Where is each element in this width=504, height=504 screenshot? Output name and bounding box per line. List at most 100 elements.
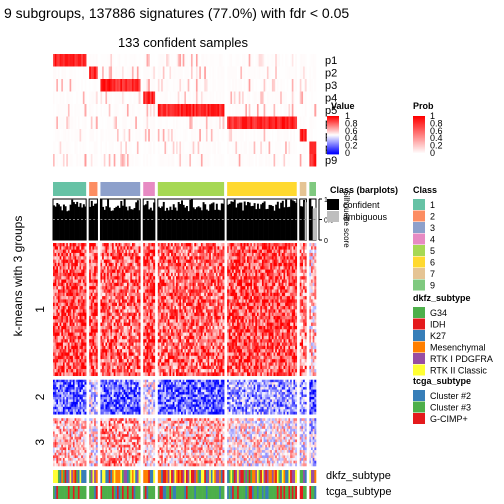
heatmap-cell [94, 269, 97, 274]
heatmap-cell [253, 266, 256, 270]
prob-cell [214, 91, 217, 104]
heatmap-cell [82, 276, 85, 280]
heatmap-cell [219, 246, 222, 250]
prob-cell [258, 79, 261, 92]
prob-cell [153, 154, 156, 167]
heatmap-cell [61, 289, 64, 294]
heatmap-cell [204, 319, 207, 323]
prob-cell [207, 154, 210, 167]
prob-cell [174, 116, 177, 129]
heatmap-cell [237, 312, 240, 317]
heatmap-cell [232, 299, 235, 304]
prob-cell [184, 66, 187, 79]
heatmap-cell [89, 319, 92, 323]
prob-cell [187, 54, 190, 67]
prob-cell [311, 104, 313, 117]
heatmap-cell [56, 246, 59, 250]
heatmap-cell [271, 243, 274, 247]
heatmap-cell [253, 286, 256, 290]
prob-cell [212, 54, 215, 67]
heatmap-cell [136, 246, 139, 250]
heatmap-cell [92, 302, 95, 307]
prob-cell [92, 116, 95, 129]
heatmap-cell [136, 296, 139, 300]
heatmap-cell [128, 276, 131, 280]
heatmap-cell [228, 243, 231, 247]
silhouette-bar [207, 210, 210, 240]
heatmap-cell [131, 279, 134, 284]
heatmap-cell [159, 282, 162, 287]
heatmap-cell [69, 319, 72, 323]
prob-cell [190, 116, 193, 129]
heatmap-cell [159, 259, 162, 264]
prob-cell [89, 129, 92, 142]
heatmap-cell [293, 315, 296, 320]
heatmap-cell [136, 272, 139, 277]
heatmap-cell [304, 296, 307, 300]
heatmap-cell [161, 319, 164, 323]
heatmap-cell [220, 302, 223, 307]
prob-cell [128, 54, 131, 67]
heatmap-cell [115, 266, 118, 270]
heatmap-cell [56, 312, 59, 317]
prob-cell [105, 79, 108, 92]
prob-cell [250, 91, 253, 104]
heatmap-cell [186, 279, 188, 284]
silhouette-bar [251, 205, 254, 240]
heatmap-cell [247, 243, 249, 247]
prob-cell [276, 154, 279, 167]
heatmap-cell [151, 266, 154, 270]
heatmap-cell [227, 315, 230, 320]
prob-cell [222, 54, 225, 67]
heatmap-cell [117, 296, 119, 300]
heatmap-cell [164, 312, 167, 317]
heatmap-cell [276, 246, 279, 250]
heatmap-cell [291, 312, 294, 317]
heatmap-cell [219, 276, 222, 280]
heatmap-cell [309, 286, 312, 290]
heatmap-cell [184, 319, 187, 323]
heatmap-cell [128, 279, 131, 284]
heatmap-cell [181, 319, 183, 323]
heatmap-cell [186, 306, 188, 310]
heatmap-cell [121, 266, 124, 270]
prob-cell [133, 54, 136, 67]
heatmap-cell [190, 276, 193, 280]
prob-cell [64, 141, 67, 154]
heatmap-cell [79, 292, 82, 297]
heatmap-cell [276, 299, 279, 304]
heatmap-cell [89, 252, 92, 257]
prob-cell [261, 66, 264, 79]
prob-cell [301, 129, 304, 142]
prob-cell [291, 91, 294, 104]
heatmap-cell [189, 249, 192, 254]
prob-cell [131, 141, 134, 154]
prob-cell [250, 79, 253, 92]
heatmap-cell [117, 279, 119, 284]
silhouette-bar [177, 202, 180, 240]
heatmap-cell [84, 289, 87, 294]
heatmap-cell [167, 292, 170, 297]
prob-cell [92, 66, 95, 79]
heatmap-cell [57, 296, 60, 300]
prob-cell [222, 116, 225, 129]
heatmap-cell [64, 262, 67, 267]
heatmap-cell [187, 292, 190, 297]
heatmap-cell [92, 259, 95, 264]
heatmap-cell [256, 252, 259, 257]
heatmap-cell [92, 272, 95, 277]
heatmap-cell [103, 246, 106, 250]
prob-cell [219, 129, 222, 142]
heatmap-cell [66, 266, 69, 270]
heatmap-cell [222, 306, 225, 310]
heatmap-cell [179, 279, 182, 284]
heatmap-cell [164, 252, 167, 257]
heatmap-cell [92, 249, 95, 254]
heatmap-cell [135, 319, 138, 323]
heatmap-cell [67, 282, 70, 287]
heatmap-cell [202, 289, 205, 294]
heatmap-cell [235, 249, 238, 254]
prob-cell [159, 116, 162, 129]
heatmap-cell [295, 312, 298, 317]
prob-cell [270, 54, 273, 67]
